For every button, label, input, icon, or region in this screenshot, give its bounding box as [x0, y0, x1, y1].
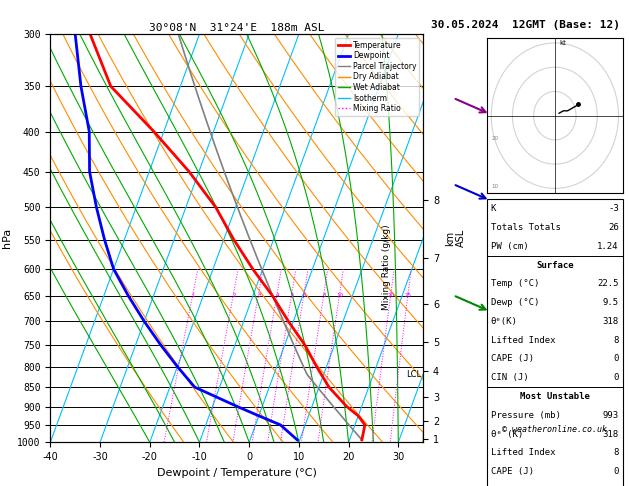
Text: θᵉ(K): θᵉ(K)	[491, 317, 518, 326]
Legend: Temperature, Dewpoint, Parcel Trajectory, Dry Adiabat, Wet Adiabat, Isotherm, Mi: Temperature, Dewpoint, Parcel Trajectory…	[335, 38, 420, 116]
Text: 0: 0	[613, 467, 619, 476]
Text: K: K	[491, 204, 496, 213]
Text: 0: 0	[613, 354, 619, 364]
Text: 318: 318	[603, 430, 619, 438]
Text: 4: 4	[276, 293, 279, 298]
Text: Dewp (°C): Dewp (°C)	[491, 298, 539, 307]
Text: 8: 8	[613, 449, 619, 457]
Text: 6: 6	[303, 293, 306, 298]
Text: Lifted Index: Lifted Index	[491, 336, 555, 345]
Text: Most Unstable: Most Unstable	[520, 392, 590, 401]
Text: 22.5: 22.5	[598, 279, 619, 288]
Text: © weatheronline.co.uk: © weatheronline.co.uk	[503, 425, 608, 434]
Text: 8: 8	[323, 293, 326, 298]
Text: PW (cm): PW (cm)	[491, 242, 528, 251]
Text: CIN (J): CIN (J)	[491, 373, 528, 382]
Text: θᵉ (K): θᵉ (K)	[491, 430, 523, 438]
Bar	[487, 199, 623, 486]
Text: 25: 25	[405, 293, 412, 298]
Text: Pressure (mb): Pressure (mb)	[491, 411, 560, 420]
Text: 0: 0	[613, 373, 619, 382]
Text: 10: 10	[337, 293, 343, 298]
Text: 20: 20	[387, 293, 395, 298]
Text: 5: 5	[291, 293, 294, 298]
Text: -3: -3	[608, 204, 619, 213]
Title: 30°08'N  31°24'E  188m ASL: 30°08'N 31°24'E 188m ASL	[149, 23, 325, 33]
Y-axis label: km
ASL: km ASL	[445, 229, 466, 247]
Text: 9.5: 9.5	[603, 298, 619, 307]
Text: 26: 26	[608, 223, 619, 232]
Text: Mixing Ratio (g/kg): Mixing Ratio (g/kg)	[382, 225, 391, 310]
Text: Temp (°C): Temp (°C)	[491, 279, 539, 288]
Text: CAPE (J): CAPE (J)	[491, 354, 534, 364]
Text: LCL: LCL	[406, 370, 421, 379]
Text: 2: 2	[232, 293, 236, 298]
Text: 3: 3	[257, 293, 261, 298]
Text: 1.24: 1.24	[598, 242, 619, 251]
Text: 30.05.2024  12GMT (Base: 12): 30.05.2024 12GMT (Base: 12)	[431, 20, 620, 30]
Text: CAPE (J): CAPE (J)	[491, 467, 534, 476]
Text: 8: 8	[613, 336, 619, 345]
X-axis label: Dewpoint / Temperature (°C): Dewpoint / Temperature (°C)	[157, 468, 316, 478]
Text: Totals Totals: Totals Totals	[491, 223, 560, 232]
Text: 318: 318	[603, 317, 619, 326]
Text: Lifted Index: Lifted Index	[491, 449, 555, 457]
Text: 1: 1	[192, 293, 195, 298]
Y-axis label: hPa: hPa	[1, 228, 11, 248]
Text: 993: 993	[603, 411, 619, 420]
Text: Surface: Surface	[536, 260, 574, 270]
